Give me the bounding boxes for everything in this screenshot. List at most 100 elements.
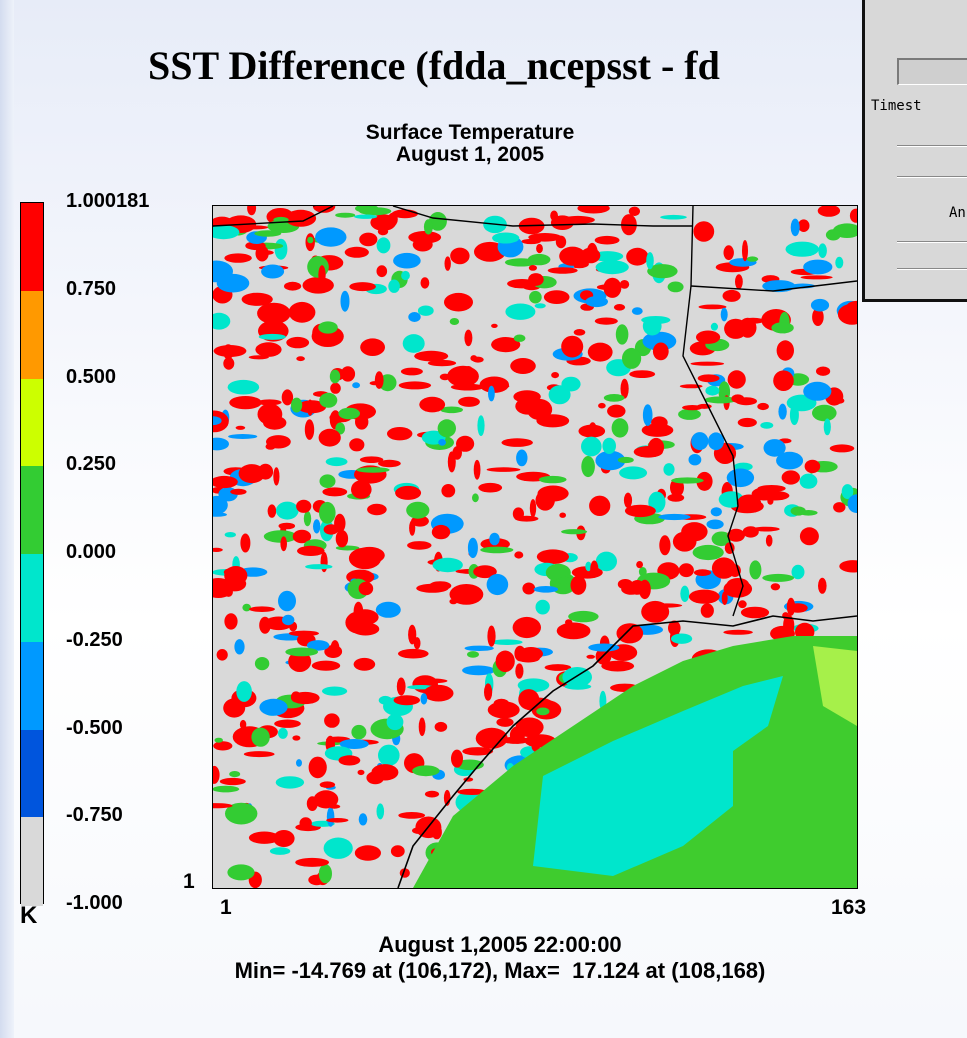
- field-cell: [303, 511, 312, 527]
- field-cell: [378, 744, 400, 766]
- field-cell: [727, 528, 745, 542]
- field-cell: [533, 586, 559, 593]
- colorbar-segment: [21, 203, 43, 292]
- gulf-warm-edge: [813, 646, 857, 726]
- field-cell: [451, 749, 463, 768]
- field-cell: [710, 507, 722, 517]
- field-cell: [213, 291, 229, 299]
- field-cell: [568, 610, 599, 623]
- page-background-stripe: [0, 0, 14, 1038]
- field-cell: [214, 737, 223, 743]
- plot-subtitle: Surface Temperature August 1, 2005: [310, 122, 630, 166]
- field-cell: [266, 406, 276, 423]
- field-cell: [457, 788, 487, 796]
- field-cell: [641, 316, 671, 324]
- field-cell: [395, 485, 422, 500]
- field-cell: [296, 356, 305, 362]
- y-axis-origin-label: 1: [183, 870, 195, 893]
- field-cell: [790, 218, 800, 237]
- field-cell: [308, 756, 327, 779]
- field-cell: [376, 237, 391, 254]
- field-cell: [213, 803, 233, 809]
- field-cell: [296, 759, 302, 767]
- gulf-cool-anomaly: [533, 676, 783, 876]
- field-cell: [213, 512, 227, 517]
- field-cell: [339, 739, 369, 749]
- field-cell: [431, 524, 451, 540]
- field-cell: [375, 601, 401, 618]
- field-cell: [752, 526, 780, 532]
- field-cell: [642, 404, 653, 426]
- field-cell: [358, 581, 374, 596]
- field-cell: [240, 533, 251, 553]
- subtitle-date: August 1, 2005: [395, 143, 545, 166]
- field-cell: [680, 585, 690, 602]
- field-cell: [659, 535, 671, 556]
- field-cell: [726, 578, 750, 591]
- field-cell: [626, 247, 649, 266]
- field-cell: [224, 613, 238, 630]
- field-cell: [311, 660, 341, 671]
- colorbar-tick-label: 0.000: [66, 541, 117, 563]
- field-cell: [318, 864, 332, 884]
- timestep-slider[interactable]: [897, 58, 967, 85]
- field-cell: [601, 660, 635, 672]
- field-cell: [560, 215, 595, 224]
- field-cell: [516, 449, 528, 467]
- field-cell: [490, 639, 523, 645]
- field-cell: [418, 717, 426, 737]
- field-cell: [528, 233, 562, 242]
- field-cell: [631, 307, 643, 315]
- field-cell: [536, 243, 543, 254]
- field-cell: [697, 374, 720, 383]
- field-cell: [760, 422, 774, 429]
- field-cell: [267, 504, 277, 518]
- field-cell: [344, 246, 369, 258]
- field-cell: [319, 392, 338, 408]
- animate-button[interactable]: An: [949, 205, 966, 221]
- field-cell: [770, 583, 781, 591]
- field-cell: [690, 361, 725, 366]
- field-cell: [351, 622, 380, 636]
- field-cell: [319, 501, 336, 524]
- field-cell: [402, 334, 425, 353]
- field-cell: [522, 582, 536, 595]
- field-cell: [679, 535, 694, 542]
- field-cell: [254, 230, 282, 237]
- field-cell: [724, 318, 748, 339]
- field-cell: [275, 776, 305, 789]
- colorbar-segment: [21, 641, 43, 730]
- field-cell: [536, 549, 569, 564]
- field-cell: [678, 563, 694, 578]
- field-cell: [428, 212, 447, 231]
- field-cell: [278, 590, 296, 612]
- colorbar-tick-label: 0.250: [66, 453, 117, 476]
- field-cell: [658, 513, 691, 521]
- sst-difference-map: [213, 206, 857, 888]
- field-cell: [464, 645, 494, 651]
- field-cell: [473, 459, 481, 480]
- field-cell: [456, 435, 475, 452]
- field-cell: [295, 857, 329, 867]
- field-cell: [682, 405, 703, 411]
- field-cell: [589, 495, 611, 516]
- field-cell: [396, 677, 406, 696]
- field-cell: [273, 216, 289, 223]
- field-cell: [619, 280, 630, 289]
- field-cell: [538, 475, 567, 484]
- field-cell: [833, 502, 846, 513]
- field-cell: [581, 436, 602, 457]
- field-cell: [531, 740, 541, 752]
- field-cell: [607, 404, 626, 418]
- field-cell: [504, 258, 538, 267]
- field-cell: [281, 389, 294, 406]
- field-cell: [510, 358, 536, 374]
- field-cell: [602, 437, 616, 454]
- field-cell: [817, 206, 841, 217]
- field-cell: [438, 439, 446, 446]
- field-cell: [329, 369, 341, 384]
- state-border: [313, 206, 744, 617]
- field-cell: [278, 522, 296, 530]
- field-cell: [786, 597, 796, 616]
- field-cell: [330, 382, 341, 394]
